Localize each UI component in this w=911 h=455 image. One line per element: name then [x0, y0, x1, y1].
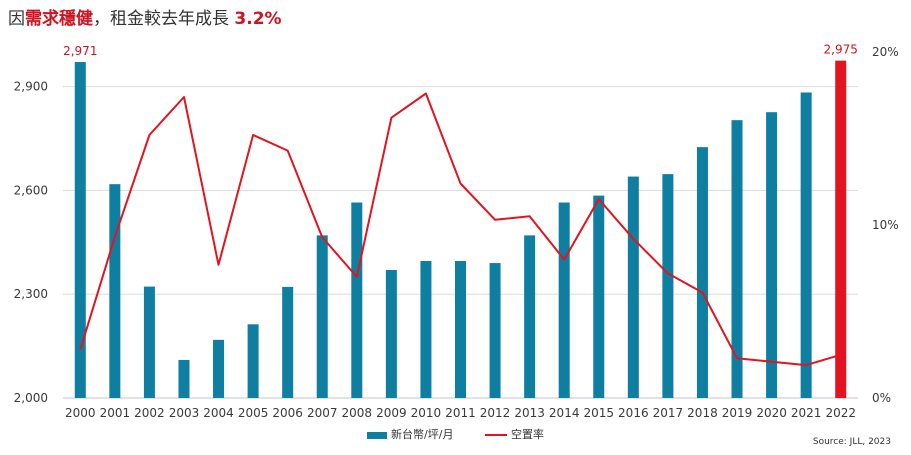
chart-title: 因需求穩健，租金較去年成長 3.2%: [8, 4, 282, 29]
x-tick-label: 2010: [411, 406, 442, 420]
x-tick-label: 2012: [480, 406, 511, 420]
x-tick-label: 2015: [583, 406, 614, 420]
bar-series: [74, 60, 847, 399]
y-right-tick-label: 10%: [872, 218, 899, 232]
bar: [696, 147, 708, 398]
x-tick-label: 2018: [687, 406, 718, 420]
legend-item-line[interactable]: 空置率: [484, 426, 544, 442]
x-tick-label: 2022: [825, 406, 856, 420]
legend-line-swatch: [484, 434, 507, 436]
title-highlight: 需求穩健: [25, 9, 93, 29]
bar: [766, 112, 778, 398]
bar: [455, 260, 466, 398]
axis-ticks: 2,000 2,300 2,600 2,900 0% 10% 20% 2000 2001 2002…: [14, 45, 899, 420]
x-tick-label: 2003: [169, 406, 200, 420]
x-tick-label: 2006: [272, 406, 303, 420]
bar: [74, 62, 86, 399]
data-label: 2,971: [63, 44, 97, 58]
x-tick-label: 2013: [514, 406, 545, 420]
x-tick-label: 2007: [307, 406, 338, 420]
x-tick-label: 2002: [134, 406, 165, 420]
x-tick-label: 2004: [203, 406, 234, 420]
title-percent: 3.2%: [234, 9, 282, 29]
x-tick-label: 2016: [618, 406, 649, 420]
bar: [420, 260, 432, 398]
title-prefix: 因: [8, 9, 25, 29]
bar: [109, 184, 121, 398]
x-tick-label: 2005: [238, 406, 269, 420]
legend-line-label: 空置率: [510, 428, 544, 441]
chart-legend: 新台幣/坪/月 空置率: [0, 426, 911, 442]
bar: [178, 359, 190, 398]
legend-bar-swatch: [367, 431, 388, 439]
source-note: Source: JLL, 2023: [812, 437, 891, 447]
bar: [558, 202, 570, 398]
bar: [800, 92, 812, 399]
bar: [835, 60, 847, 399]
x-tick-label: 2000: [65, 406, 96, 420]
line-series: [79, 92, 841, 367]
bar: [143, 286, 155, 398]
bar: [627, 176, 639, 398]
bar: [316, 235, 328, 398]
legend-item-bar[interactable]: 新台幣/坪/月: [367, 426, 453, 442]
x-tick-label: 2009: [376, 406, 407, 420]
bar: [524, 235, 536, 398]
y-left-tick-label: 2,300: [14, 287, 48, 301]
y-right-tick-label: 0%: [872, 391, 891, 405]
data-labels: 2,971 2,975: [63, 43, 858, 58]
x-tick-label: 2017: [653, 406, 684, 420]
x-tick-label: 2019: [722, 406, 753, 420]
bar: [731, 120, 743, 399]
x-tick-label: 2014: [549, 406, 580, 420]
bar: [351, 202, 363, 398]
x-tick-label: 2011: [445, 406, 476, 420]
bar: [489, 263, 501, 398]
y-left-tick-label: 2,600: [14, 183, 48, 197]
data-label: 2,975: [824, 43, 858, 57]
bar: [213, 339, 225, 398]
x-tick-label: 2020: [756, 406, 787, 420]
bar: [662, 174, 674, 398]
legend-bar-label: 新台幣/坪/月: [391, 428, 454, 441]
bar: [385, 269, 397, 398]
vacancy-line: [79, 92, 841, 367]
y-left-tick-label: 2,900: [14, 80, 48, 94]
bar: [247, 324, 259, 398]
bar: [593, 195, 605, 398]
x-tick-label: 2008: [342, 406, 373, 420]
bar: [282, 286, 294, 398]
x-tick-label: 2001: [100, 406, 131, 420]
x-tick-label: 2021: [791, 406, 822, 420]
y-right-tick-label: 20%: [872, 45, 899, 59]
title-middle: ，租金較去年成長: [93, 9, 235, 29]
y-left-tick-label: 2,000: [14, 391, 48, 405]
